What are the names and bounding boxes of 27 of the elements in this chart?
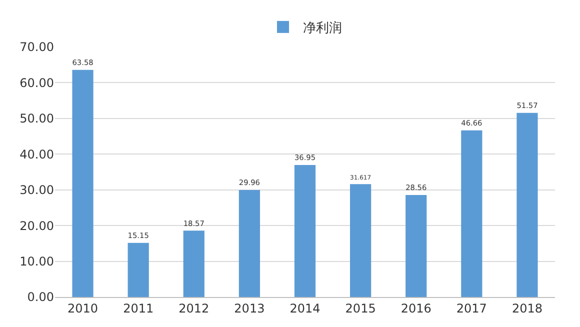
legend-label: 净利润 [303, 21, 342, 36]
x-tick-label: 2010 [68, 301, 98, 316]
x-tick-label: 2011 [123, 301, 154, 316]
x-tick-label: 2015 [345, 301, 376, 316]
y-tick-label: 50.00 [20, 112, 54, 126]
bar [294, 165, 316, 297]
y-tick-label: 40.00 [20, 147, 54, 162]
x-tick-label: 2014 [290, 301, 320, 316]
x-tick-label: 2016 [400, 301, 432, 316]
x-tick-label: 2013 [234, 301, 265, 316]
y-tick-label: 20.00 [20, 218, 54, 233]
bar [128, 242, 149, 297]
y-tick-label: 0.00 [27, 290, 54, 304]
x-tick-label: 2017 [456, 301, 487, 316]
bar [72, 70, 94, 297]
bar [461, 130, 482, 297]
bar [350, 184, 372, 297]
bar [406, 195, 427, 297]
x-tick-label: 2018 [512, 301, 542, 316]
y-tick-label: 30.00 [20, 183, 54, 198]
bar [183, 230, 204, 297]
x-tick-label: 2012 [178, 301, 210, 316]
y-tick-label: 70.00 [20, 40, 54, 54]
y-tick-label: 60.00 [20, 76, 54, 90]
bar [238, 190, 260, 297]
bar [516, 112, 538, 297]
y-tick-label: 10.00 [20, 254, 54, 268]
